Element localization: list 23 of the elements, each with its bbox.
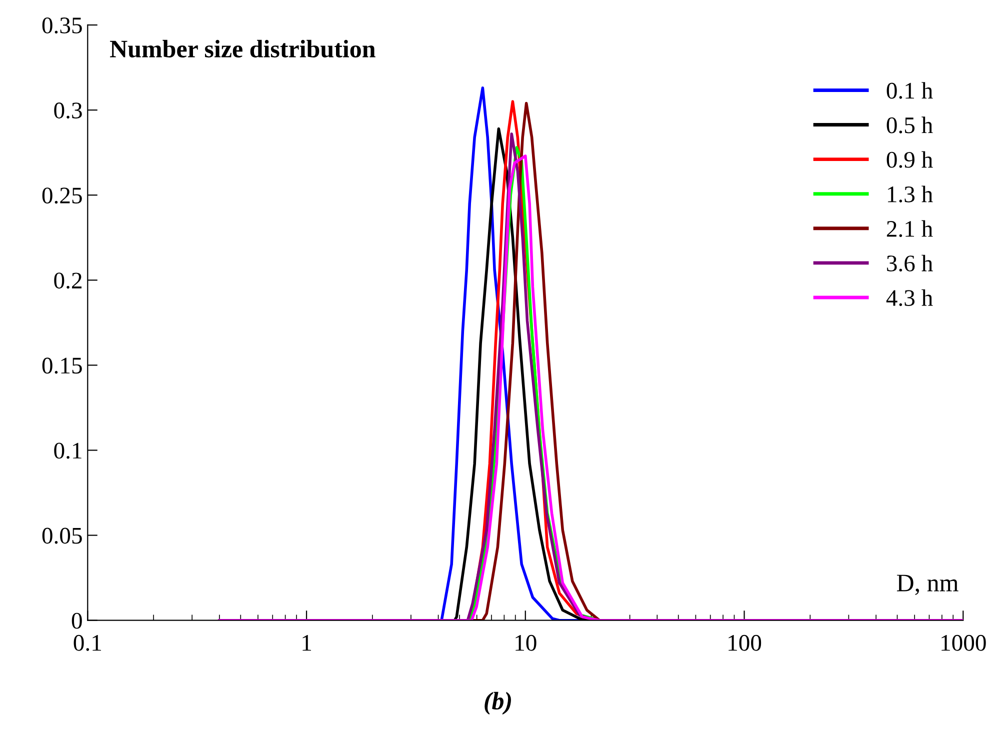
y-tick-label: 0.1	[54, 442, 82, 459]
y-tick-label: 0.3	[54, 102, 82, 119]
x-tick-label: 1000	[942, 634, 986, 651]
legend-label: 3.6 h	[887, 254, 933, 272]
y-tick-label: 0.2	[54, 272, 82, 289]
y-tick-label: 0.15	[42, 358, 82, 374]
chart-title: Number size distribution	[110, 40, 376, 58]
legend-label: 0.1 h	[886, 82, 933, 99]
x-tick-label: 1	[302, 635, 312, 651]
legend-label: 0.5 h	[886, 116, 933, 134]
legend-label: 1.3 h	[888, 186, 933, 202]
x-tick-label: 100	[728, 634, 762, 651]
x-tick-label: 10	[516, 634, 536, 651]
x-tick-label: 0.1	[74, 634, 101, 651]
text: (b)	[484, 692, 511, 715]
x-axis-title: D, nm	[896, 574, 958, 596]
legend-label: 2.1 h	[886, 220, 933, 237]
legend-label: 0.9 h	[886, 151, 933, 168]
y-tick-label: 0.05	[42, 528, 82, 544]
legend-label: 4.3 h	[886, 289, 933, 306]
y-tick-label: 0.25	[42, 188, 82, 204]
y-tick-label: 0.35	[42, 17, 82, 34]
y-tick-label: 0	[72, 612, 82, 629]
